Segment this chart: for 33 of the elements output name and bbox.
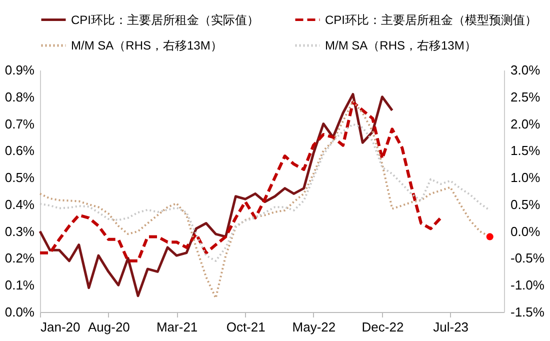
line-series [38,100,442,262]
x-tick-label: Dec-22 [362,320,404,334]
y-tick-label: 0.1% [4,278,35,293]
x-tick-label: Mar-21 [156,320,198,334]
x-tick-label: May-22 [292,320,336,334]
x-tick-label: Jul-23 [433,320,469,334]
legend-label: CPI环比：主要居所租金（实际值） [71,12,260,27]
y2-tick-label: 0.0% [510,224,541,239]
y2-tick-label: 0.5% [510,196,541,212]
y2-tick-label: 1.0% [510,170,541,186]
y2-tick-label: 3.0% [510,62,541,78]
x-tick-label: Aug-20 [88,320,130,334]
y-tick-label: 0.0% [4,304,35,320]
y-tick-label: 0.9% [4,62,35,78]
y-tick-label: 0.3% [4,224,35,239]
legend-label: M/M SA（RHS，右移13M） [325,38,476,52]
y2-tick-label: 1.5% [510,143,541,158]
y-tick-label: 0.7% [4,116,35,132]
y-tick-label: 0.4% [4,196,35,212]
x-tick-label: Jan-20 [40,320,80,334]
y2-tick-label: -1.0% [510,278,545,293]
y-tick-label: 0.5% [4,170,35,186]
y2-tick-label: 2.5% [510,89,541,104]
legend-label: M/M SA（RHS，右移13M） [71,38,222,52]
legend-label: CPI环比：主要居所租金（模型预测值） [325,12,538,27]
y-tick-label: 0.2% [4,250,35,266]
y-tick-label: 0.6% [4,143,35,158]
y2-tick-label: 2.0% [510,116,541,132]
y-tick-label: 0.8% [4,89,35,104]
line-series [38,92,394,298]
x-tick-label: Oct-21 [226,320,266,334]
y2-tick-label: -1.5% [510,304,545,320]
y2-tick-label: -0.5% [510,250,545,266]
